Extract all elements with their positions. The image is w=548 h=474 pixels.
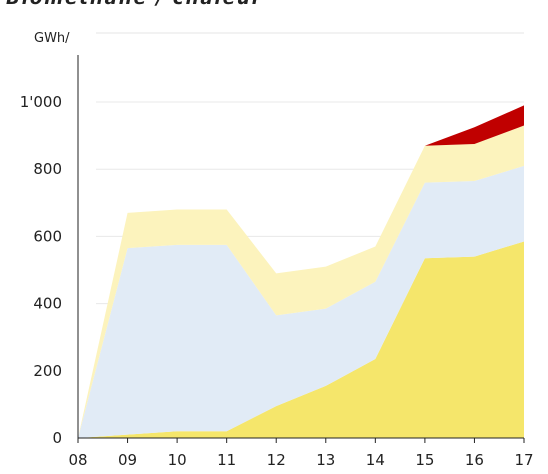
y-axis-label: GWh/ — [34, 31, 70, 46]
area — [78, 241, 524, 438]
x-tick-label: 16 — [465, 451, 484, 469]
y-tick-label: 400 — [33, 295, 62, 313]
area — [78, 125, 524, 438]
y-tick-label: 1'000 — [20, 93, 62, 111]
chart-title: Biomethane / chaleur — [6, 0, 263, 9]
x-tick-label: 14 — [366, 451, 385, 469]
y-tick-label: 800 — [33, 160, 62, 178]
x-tick-label: 08 — [68, 451, 87, 469]
x-tick-label: 11 — [217, 451, 236, 469]
area — [78, 165, 524, 439]
y-tick-label: 600 — [33, 227, 62, 245]
x-tick-label: 13 — [316, 451, 335, 469]
y-tick-label: 0 — [52, 429, 62, 447]
y-tick-label: 200 — [33, 362, 62, 380]
x-tick-label: 10 — [168, 451, 187, 469]
x-tick-label: 15 — [415, 451, 434, 469]
x-tick-label: 12 — [267, 451, 286, 469]
x-tick-label: 09 — [118, 451, 137, 469]
x-tick-label: 17 — [514, 451, 533, 469]
area — [424, 105, 524, 146]
